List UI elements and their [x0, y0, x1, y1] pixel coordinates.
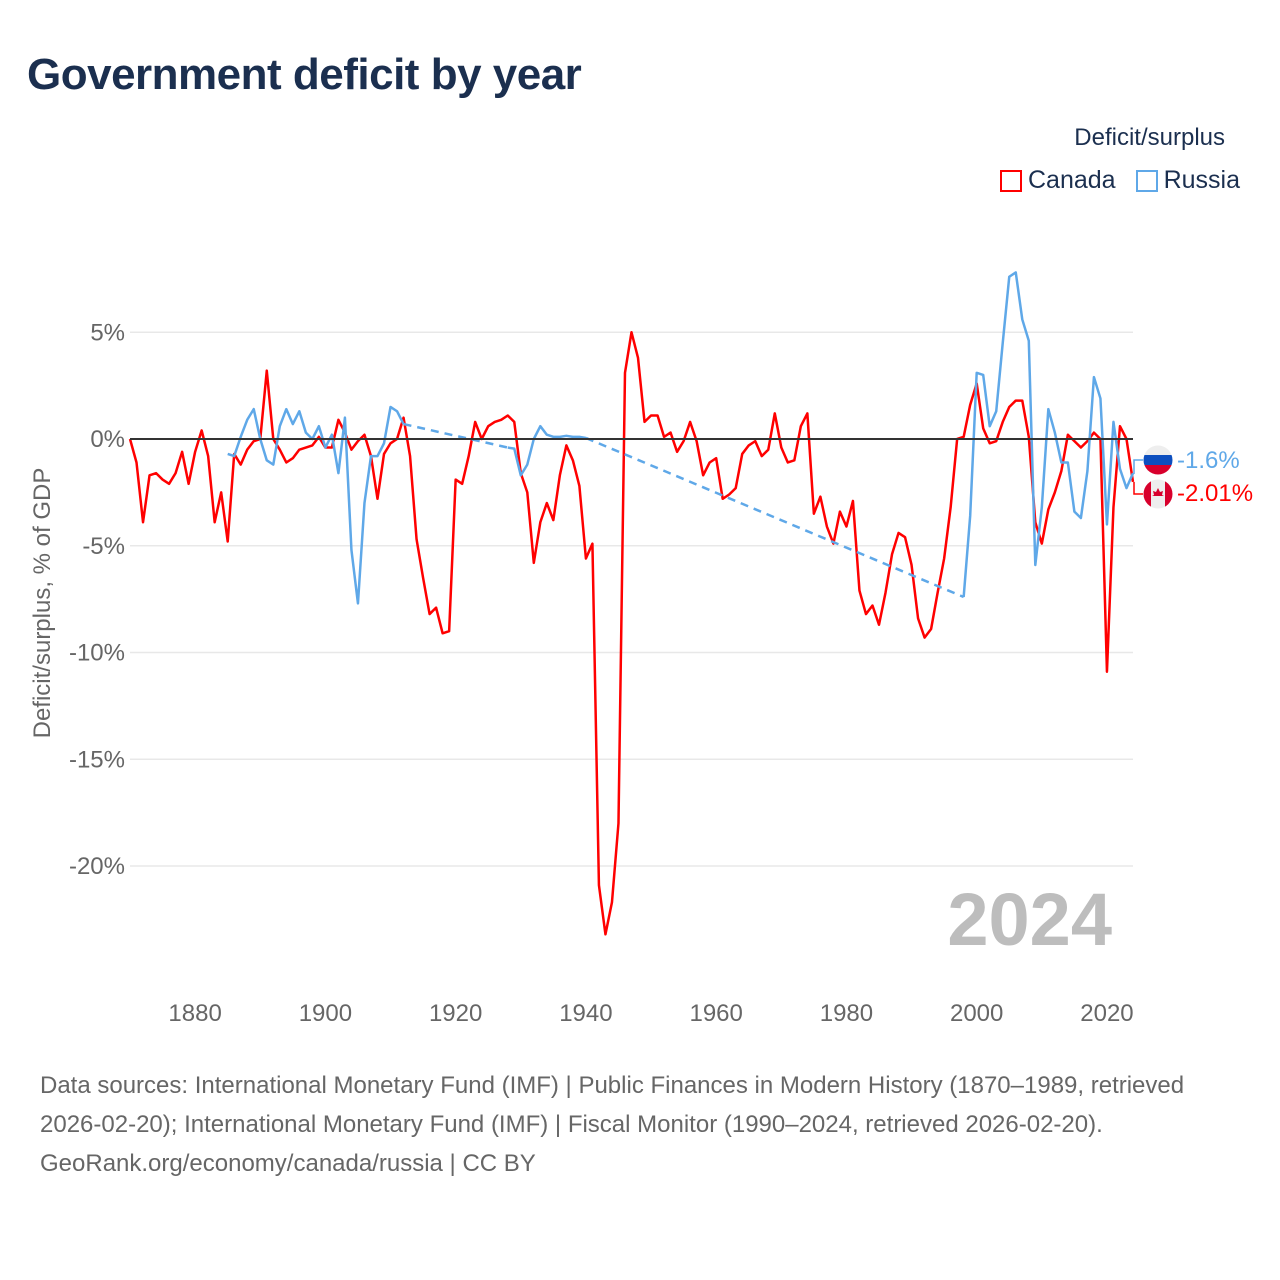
- y-tick-label: -10%: [69, 640, 125, 667]
- x-tick-label: 1940: [559, 1000, 612, 1027]
- x-axis-ticks: 1880 1900 1920 1940 1960 1980 2000 2020: [168, 1000, 1133, 1027]
- chart-title: Government deficit by year: [27, 50, 582, 99]
- legend-item-russia[interactable]: Russia: [1135, 166, 1240, 195]
- y-tick-label: -20%: [69, 853, 125, 880]
- year-overlay: 2024: [947, 878, 1112, 961]
- y-tick-label: 0%: [90, 426, 125, 453]
- series-canada: [128, 331, 1135, 936]
- canada-swatch-icon: [1000, 169, 1022, 192]
- x-tick-label: 2020: [1080, 1000, 1133, 1027]
- y-tick-label: -5%: [82, 533, 125, 560]
- russia-connector: [1133, 459, 1143, 474]
- data-sources: Data sources: International Monetary Fun…: [40, 1072, 1185, 1138]
- russia-line: [962, 271, 1135, 598]
- footer: Data sources: International Monetary Fun…: [40, 1066, 1240, 1183]
- russia-swatch-icon: [1135, 169, 1158, 192]
- gridlines: [130, 331, 1133, 867]
- canada-flag-icon: [1143, 479, 1173, 509]
- y-axis-ticks: 5% 0% -5% -10% -15% -20%: [69, 319, 125, 880]
- russia-line: [227, 405, 405, 605]
- legend-label: Canada: [1028, 166, 1116, 194]
- russia-end-marker: -1.6%: [1133, 445, 1240, 475]
- legend-item-canada[interactable]: Canada: [1000, 166, 1116, 195]
- x-tick-label: 1980: [820, 1000, 873, 1027]
- russia-gap-line: [403, 422, 509, 449]
- russia-flag-icon: [1143, 445, 1173, 475]
- y-tick-label: -15%: [69, 746, 125, 773]
- credit-link[interactable]: GeoRank.org/economy/canada/russia | CC B…: [40, 1150, 536, 1177]
- series-lines: [128, 271, 1135, 936]
- legend-label: Russia: [1163, 166, 1240, 194]
- russia-gap-line: [585, 436, 965, 599]
- russia-line: [507, 424, 587, 477]
- canada-end-marker: -2.01%: [1133, 479, 1253, 509]
- legend-title: Deficit/surplus: [1074, 124, 1225, 151]
- x-tick-label: 1920: [429, 1000, 482, 1027]
- x-tick-label: 1900: [299, 1000, 352, 1027]
- canada-line: [128, 331, 1135, 936]
- y-axis-label: Deficit/surplus, % of GDP: [29, 468, 56, 739]
- x-tick-label: 2000: [950, 1000, 1003, 1027]
- legend: Canada Russia: [1000, 166, 1240, 195]
- canada-connector: [1133, 482, 1143, 495]
- x-tick-label: 1960: [689, 1000, 742, 1027]
- russia-end-label: -1.6%: [1177, 447, 1240, 474]
- y-tick-label: 5%: [90, 319, 125, 346]
- series-russia: [227, 271, 1135, 605]
- x-tick-label: 1880: [168, 1000, 221, 1027]
- canada-end-label: -2.01%: [1177, 480, 1253, 507]
